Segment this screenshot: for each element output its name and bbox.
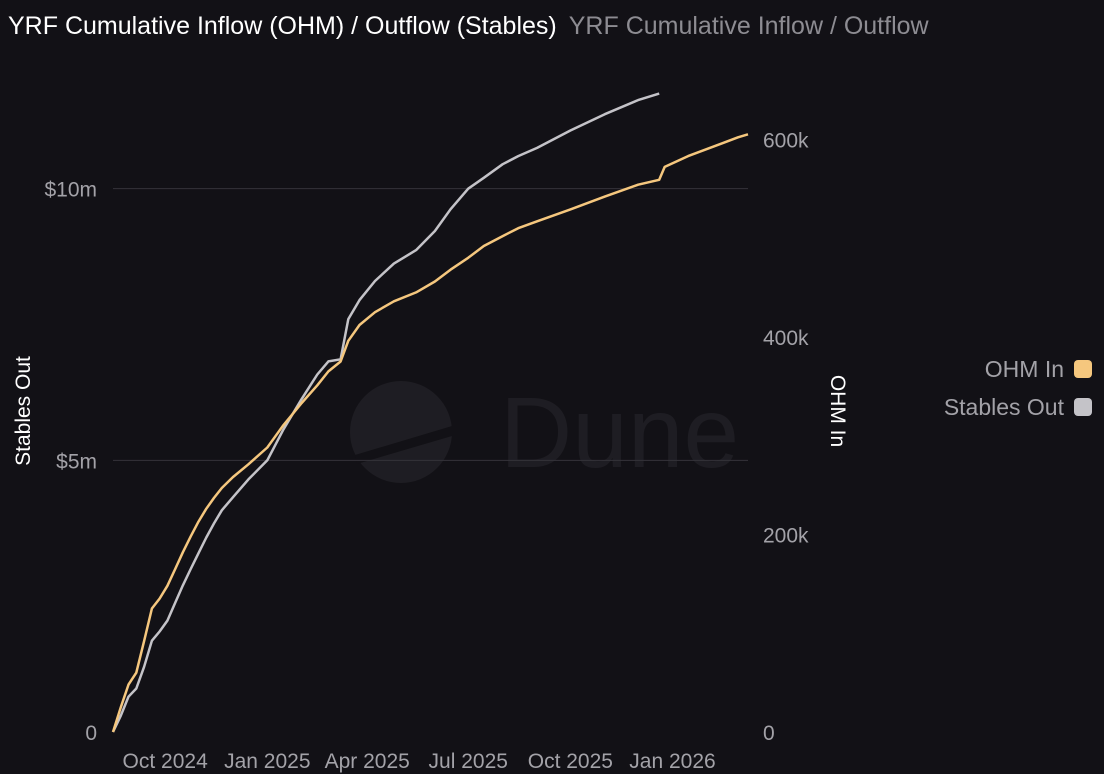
left-axis-title: Stables Out [12,356,35,466]
x-tick-label: Jan 2025 [224,750,310,773]
watermark-logo-slash [355,426,452,464]
legend-label-stables-out: Stables Out [943,394,1064,420]
x-tick-label: Oct 2025 [528,750,613,773]
watermark: Dune [350,377,739,489]
legend-swatch-stables-out [1074,398,1092,416]
legend-item-ohm-in[interactable]: OHM In [985,356,1092,382]
chart-title: YRF Cumulative Inflow (OHM) / Outflow (S… [8,12,557,40]
x-tick-label: Jan 2026 [629,750,715,773]
series-lines [111,92,749,733]
legend-swatch-ohm-in [1074,360,1092,378]
legend-item-stables-out[interactable]: Stables Out [944,394,1092,420]
grid [113,188,748,461]
right-tick-label: 0 [763,722,775,745]
legend-label-ohm-in: OHM In [984,356,1064,382]
right-axis: 0 200k 400k 600k [763,129,809,745]
left-axis: 0 $5m $10m [44,179,97,745]
right-axis-title: OHM In [826,375,849,447]
x-tick-label: Apr 2025 [325,750,410,773]
series-line-ohm-in[interactable] [111,133,749,733]
right-tick-label: 600k [763,129,809,152]
series-line-stables-out[interactable] [111,92,660,733]
right-tick-label: 200k [763,524,809,547]
left-tick-label: $5m [56,450,97,473]
left-tick-label: $10m [44,179,97,202]
left-tick-label: 0 [85,722,97,745]
right-tick-label: 400k [763,327,809,350]
chart-header: YRF Cumulative Inflow (OHM) / Outflow (S… [8,10,929,42]
watermark-text: Dune [500,377,739,489]
legend: OHM In Stables Out [944,356,1092,420]
x-axis: Oct 2024 Jan 2025 Apr 2025 Jul 2025 Oct 2025… [123,750,716,773]
x-tick-label: Jul 2025 [429,750,508,773]
x-tick-label: Oct 2024 [123,750,209,773]
chart-subtitle: YRF Cumulative Inflow / Outflow [568,12,929,40]
